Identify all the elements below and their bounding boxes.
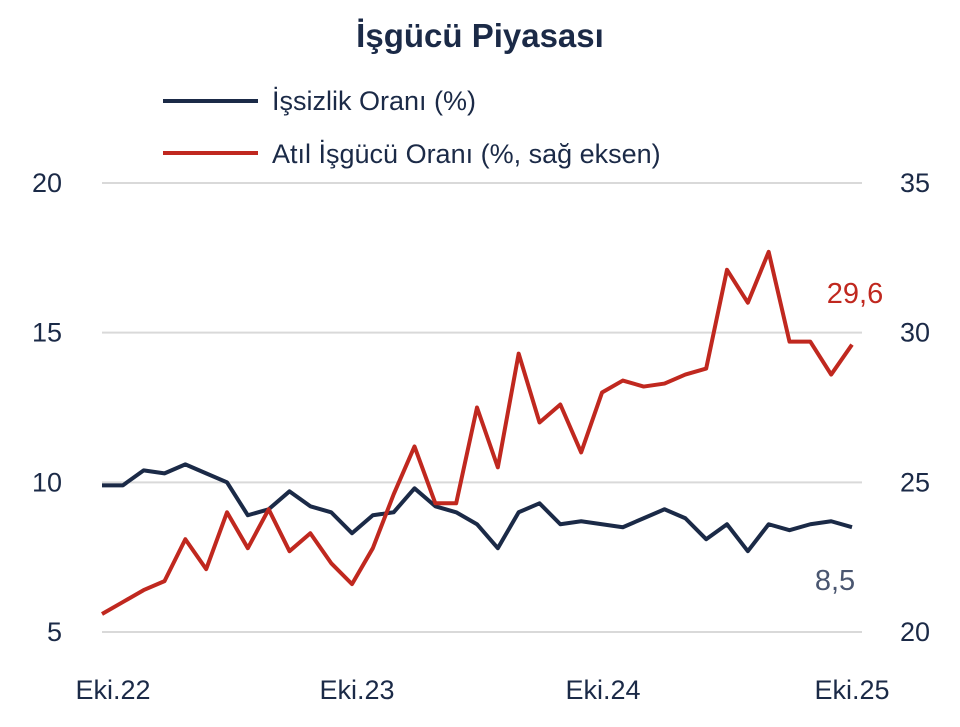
- gridlines: [102, 182, 862, 633]
- left-y-tick-label: 20: [32, 168, 62, 198]
- legend: İşsizlik Oranı (%) Atıl İşgücü Oranı (%,…: [163, 85, 661, 169]
- x-tick-label: Eki.22: [75, 675, 150, 705]
- end-label-unemployment: 8,5: [815, 565, 855, 597]
- left-y-axis: 5 10 15 20: [32, 168, 62, 647]
- chart-title: İşgücü Piyasası: [356, 17, 604, 54]
- x-tick-label: Eki.23: [319, 675, 394, 705]
- left-y-tick-label: 15: [32, 318, 62, 348]
- right-y-axis: 20 25 30 35: [900, 168, 930, 647]
- x-tick-label: Eki.25: [814, 675, 889, 705]
- x-axis: Eki.22 Eki.23 Eki.24 Eki.25: [75, 675, 889, 705]
- series-lines: [101, 249, 854, 616]
- legend-label-slack: Atıl İşgücü Oranı (%, sağ eksen): [272, 138, 661, 169]
- end-label-slack: 29,6: [827, 278, 883, 310]
- series-line-unemployment: [102, 462, 853, 554]
- x-tick-label: Eki.24: [565, 675, 640, 705]
- legend-label-unemployment: İşsizlik Oranı (%): [272, 85, 476, 116]
- right-y-tick-label: 25: [900, 467, 930, 497]
- right-y-tick-label: 20: [900, 617, 930, 647]
- right-y-tick-label: 30: [900, 318, 930, 348]
- left-y-tick-label: 5: [47, 617, 62, 647]
- left-y-tick-label: 10: [32, 467, 62, 497]
- right-y-tick-label: 35: [900, 168, 930, 198]
- series-line-slack: [101, 249, 854, 616]
